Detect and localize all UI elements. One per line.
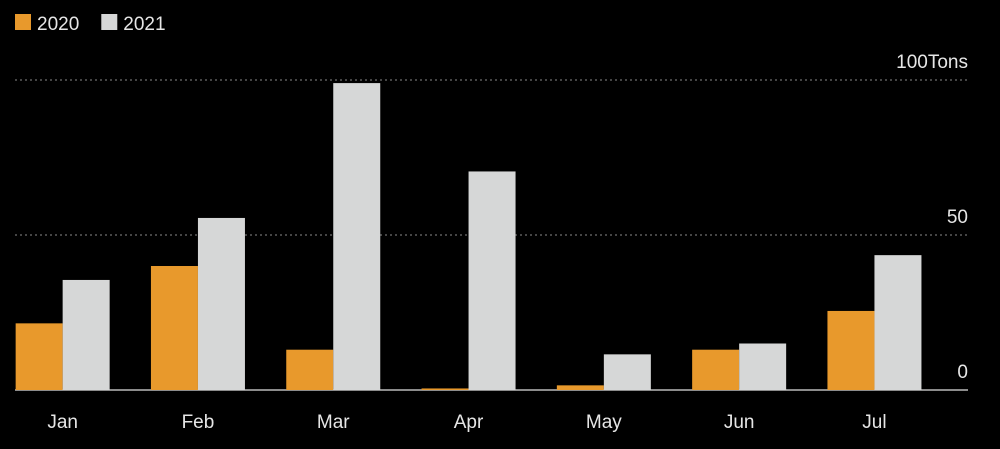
bar bbox=[421, 388, 469, 390]
bar bbox=[150, 266, 198, 390]
y-tick-label: 100Tons bbox=[896, 52, 968, 73]
bar bbox=[197, 217, 245, 390]
bar bbox=[468, 171, 516, 390]
bar bbox=[333, 83, 381, 390]
bar bbox=[874, 255, 922, 390]
bar bbox=[827, 310, 875, 390]
bar bbox=[286, 349, 334, 390]
y-tick-label: 0 bbox=[957, 362, 968, 383]
bar bbox=[62, 279, 110, 390]
x-tick-label: Apr bbox=[454, 412, 484, 433]
legend-label: 2021 bbox=[123, 14, 165, 35]
bar bbox=[692, 349, 740, 390]
x-tick-label: Jan bbox=[47, 412, 78, 433]
x-tick-label: Feb bbox=[182, 412, 215, 433]
bar bbox=[739, 343, 787, 390]
legend-swatch bbox=[15, 14, 31, 30]
bar bbox=[15, 323, 63, 390]
bar bbox=[556, 385, 604, 390]
legend-swatch bbox=[101, 14, 118, 30]
legend-label: 2020 bbox=[37, 14, 79, 35]
x-tick-label: Mar bbox=[317, 412, 350, 433]
x-tick-label: Jul bbox=[862, 412, 886, 433]
y-tick-label: 50 bbox=[947, 207, 968, 228]
bar bbox=[603, 354, 651, 390]
x-tick-label: Jun bbox=[724, 412, 755, 433]
x-tick-label: May bbox=[586, 412, 622, 433]
